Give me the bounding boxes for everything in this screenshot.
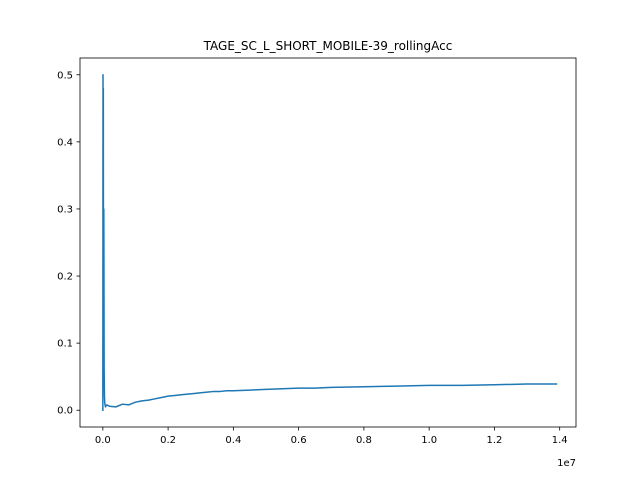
plot-frame bbox=[79, 57, 577, 428]
y-axis: 0.0 0.1 0.2 0.3 0.4 0.5 bbox=[57, 70, 80, 417]
x-tick-label: 1.0 bbox=[421, 435, 437, 446]
x-tick-label: 0.4 bbox=[225, 435, 241, 446]
y-tick-label: 0.4 bbox=[57, 137, 73, 148]
x-tick-label: 0.6 bbox=[291, 435, 307, 446]
y-tick-label: 0.0 bbox=[57, 406, 73, 417]
x-axis-offset-label: 1e7 bbox=[557, 458, 576, 469]
y-tick-label: 0.1 bbox=[57, 339, 73, 350]
x-tick-label: 0.0 bbox=[95, 435, 111, 446]
y-tick-label: 0.5 bbox=[57, 70, 73, 81]
plot-area bbox=[79, 57, 577, 428]
x-axis: 0.0 0.2 0.4 0.6 0.8 1.0 1.2 1.4 bbox=[95, 427, 568, 446]
chart-title: TAGE_SC_L_SHORT_MOBILE-39_rollingAcc bbox=[203, 39, 453, 53]
y-tick-label: 0.2 bbox=[57, 272, 73, 283]
x-tick-label: 1.2 bbox=[486, 435, 502, 446]
y-tick-label: 0.3 bbox=[57, 204, 73, 215]
series-line-0 bbox=[102, 74, 558, 411]
x-tick-label: 0.2 bbox=[160, 435, 176, 446]
x-tick-label: 1.4 bbox=[552, 435, 568, 446]
x-tick-label: 0.8 bbox=[356, 435, 372, 446]
